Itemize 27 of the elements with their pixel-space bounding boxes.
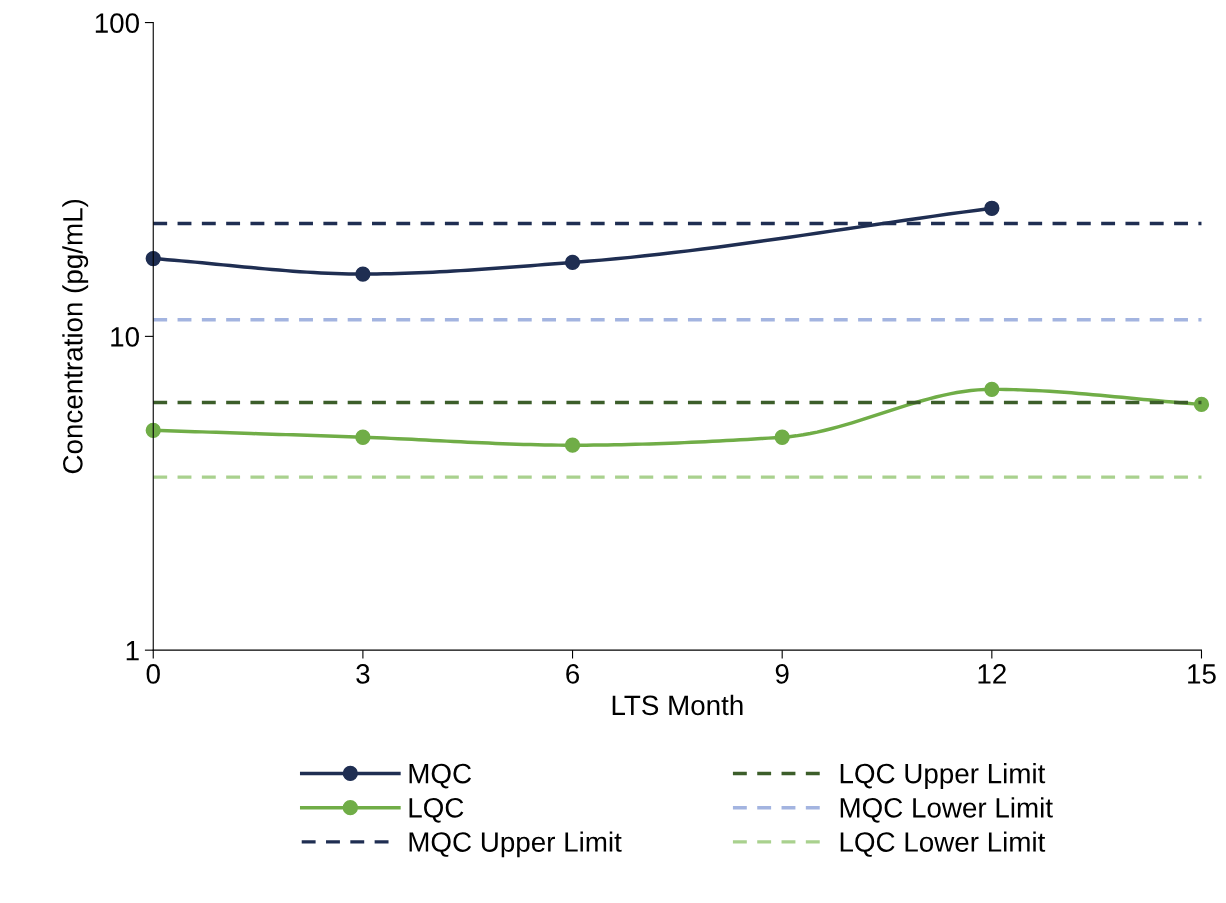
x-tick-label: 6	[566, 664, 580, 684]
legend-label: LQC	[409, 797, 464, 823]
y-tick-label: 1	[126, 641, 139, 661]
point	[355, 266, 371, 282]
point	[774, 429, 790, 445]
y-tick-label: 100	[95, 13, 139, 33]
legend-label: MQC	[409, 763, 472, 789]
legend-label: LQC Upper Limit	[840, 763, 1046, 789]
point	[145, 250, 161, 267]
x-tick-label: 15	[1188, 664, 1216, 684]
legend-label: MQC Upper Limit	[409, 831, 622, 858]
point	[355, 429, 371, 445]
legend-label: LQC Lower Limit	[840, 831, 1046, 857]
x-tick-label: 12	[978, 664, 1006, 684]
point	[564, 437, 581, 453]
point	[564, 254, 581, 271]
y-tick-label: 10	[111, 327, 139, 347]
legend-label: MQC Lower Limit	[840, 797, 1053, 823]
point	[145, 422, 161, 438]
x-tick-label: 0	[146, 664, 160, 684]
y-axis-title: Concentration (pg/mL)	[62, 199, 89, 474]
point	[984, 381, 1000, 397]
point	[984, 200, 1000, 216]
x-tick-label: 9	[775, 664, 789, 684]
x-tick-label: 3	[356, 664, 370, 684]
x-axis-title: LTS Month	[612, 694, 743, 716]
point	[1193, 396, 1210, 413]
